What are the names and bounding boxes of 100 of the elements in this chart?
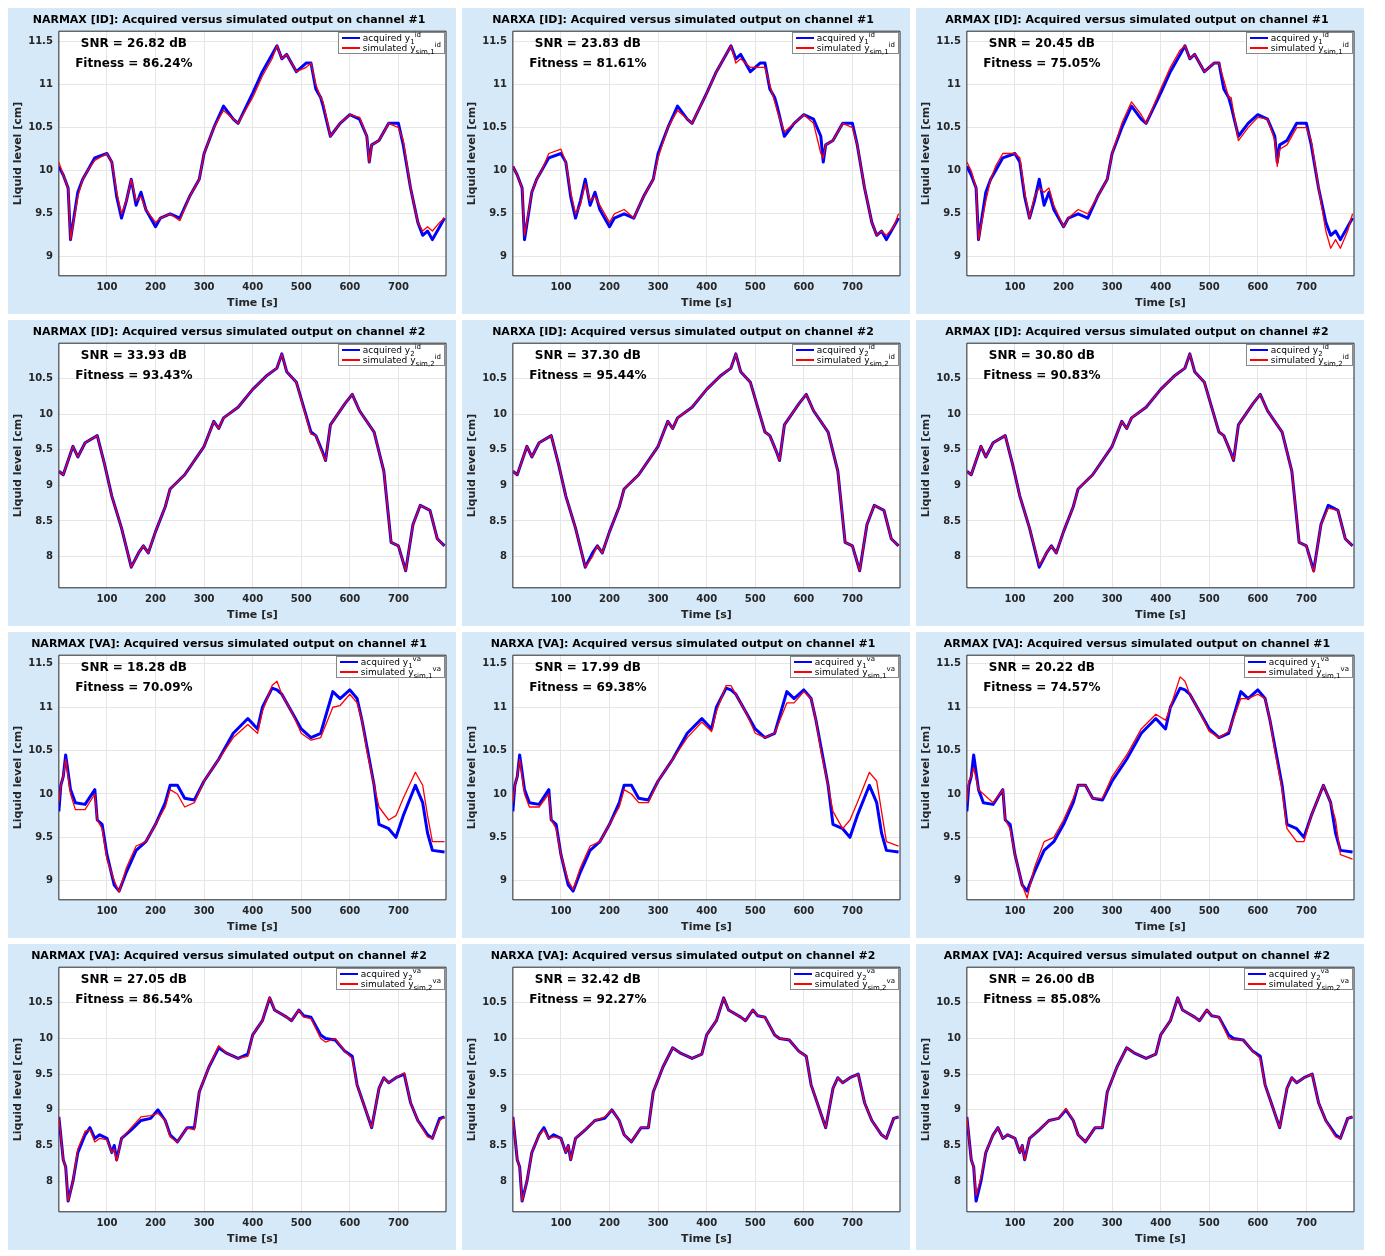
y-tick-label: 8 — [953, 550, 961, 562]
x-tick-label: 300 — [193, 281, 215, 293]
x-axis-title: Time [s] — [681, 920, 732, 934]
chart-title: NARMAX [ID]: Acquired versus simulated output on channel #1 — [32, 13, 426, 27]
x-axis-title: Time [s] — [681, 296, 732, 310]
y-axis-title: Liquid level [cm] — [11, 1037, 25, 1142]
annotation: Fitness = 74.57% — [983, 680, 1101, 695]
x-axis-title: Time [s] — [1135, 920, 1186, 934]
y-axis-title: Liquid level [cm] — [465, 1037, 479, 1142]
x-tick-label: 100 — [96, 1217, 118, 1229]
chart-title: ARMAX [ID]: Acquired versus simulated output on channel #2 — [945, 325, 1329, 339]
x-tick-label: 500 — [744, 905, 766, 917]
y-tick-label: 8 — [499, 550, 507, 562]
x-tick-label: 300 — [647, 1217, 669, 1229]
y-tick-label: 9 — [45, 250, 53, 262]
y-tick-label: 10 — [492, 787, 507, 799]
x-tick-label: 200 — [1053, 905, 1075, 917]
annotation: Fitness = 93.43% — [75, 368, 193, 383]
x-tick-label: 500 — [1198, 281, 1220, 293]
y-tick-label: 9.5 — [489, 207, 507, 219]
x-tick-label: 400 — [696, 905, 718, 917]
y-tick-label: 9 — [45, 479, 53, 490]
y-tick-label: 10.5 — [936, 744, 961, 756]
y-tick-label: 10 — [38, 1032, 53, 1044]
x-tick-label: 500 — [290, 281, 312, 293]
x-tick-label: 300 — [1101, 1217, 1123, 1229]
y-tick-label: 11 — [946, 700, 961, 712]
y-tick-label: 8 — [45, 1174, 53, 1186]
x-tick-label: 100 — [550, 905, 572, 917]
annotation: Fitness = 95.44% — [529, 368, 647, 383]
x-tick-label: 400 — [242, 593, 264, 605]
x-axis-title: Time [s] — [227, 296, 278, 310]
x-tick-label: 200 — [145, 905, 167, 917]
x-tick-label: 500 — [290, 1217, 312, 1229]
y-tick-label: 10 — [492, 164, 507, 176]
x-tick-label: 600 — [793, 1217, 815, 1229]
annotation: SNR = 18.28 dB — [80, 660, 187, 675]
y-axis-title: Liquid level [cm] — [919, 725, 933, 830]
x-tick-label: 400 — [1150, 1217, 1172, 1229]
chart-title: ARMAX [VA]: Acquired versus simulated output on channel #1 — [943, 637, 1331, 651]
y-tick-label: 9 — [953, 1103, 961, 1115]
annotation: SNR = 20.22 dB — [988, 660, 1095, 675]
y-tick-label: 9.5 — [943, 207, 961, 219]
y-tick-label: 9.5 — [35, 207, 53, 219]
y-tick-label: 10 — [38, 407, 53, 419]
x-tick-label: 500 — [744, 593, 766, 605]
x-tick-label: 200 — [1053, 281, 1075, 293]
x-tick-label: 700 — [841, 1217, 863, 1229]
y-tick-label: 9.5 — [489, 830, 507, 842]
x-tick-label: 600 — [1247, 593, 1269, 605]
x-axis-title: Time [s] — [681, 1232, 732, 1246]
y-tick-label: 9 — [45, 1103, 53, 1115]
y-tick-label: 9 — [953, 250, 961, 262]
x-tick-label: 100 — [550, 593, 572, 605]
x-tick-label: 200 — [599, 1217, 621, 1229]
x-tick-label: 300 — [1101, 593, 1123, 605]
x-tick-label: 400 — [242, 281, 264, 293]
x-tick-label: 300 — [1101, 281, 1123, 293]
annotation: Fitness = 70.09% — [75, 680, 193, 695]
x-tick-label: 400 — [696, 593, 718, 605]
y-tick-label: 9 — [953, 479, 961, 490]
x-tick-label: 100 — [96, 593, 118, 605]
y-tick-label: 9 — [953, 874, 961, 886]
x-tick-label: 400 — [242, 1217, 264, 1229]
x-tick-label: 100 — [1004, 905, 1026, 917]
x-tick-label: 700 — [1295, 593, 1317, 605]
x-tick-label: 700 — [387, 905, 409, 917]
chart-title: NARMAX [VA]: Acquired versus simulated output on channel #1 — [31, 637, 427, 651]
x-tick-label: 400 — [1150, 593, 1172, 605]
annotation: SNR = 32.42 dB — [534, 972, 641, 987]
annotation: Fitness = 86.54% — [75, 992, 193, 1007]
annotation: Fitness = 92.27% — [529, 992, 647, 1007]
x-tick-label: 500 — [744, 281, 766, 293]
x-tick-label: 500 — [290, 593, 312, 605]
y-tick-label: 9.5 — [943, 830, 961, 842]
y-tick-label: 9 — [499, 1103, 507, 1115]
annotation: Fitness = 90.83% — [983, 368, 1101, 383]
x-tick-label: 500 — [744, 1217, 766, 1229]
x-tick-label: 200 — [145, 281, 167, 293]
x-tick-label: 200 — [145, 1217, 167, 1229]
y-tick-label: 9 — [499, 479, 507, 490]
y-tick-label: 10.5 — [482, 996, 507, 1008]
x-tick-label: 300 — [193, 1217, 215, 1229]
x-tick-label: 600 — [1247, 1217, 1269, 1229]
x-tick-label: 500 — [290, 905, 312, 917]
x-tick-label: 400 — [1150, 905, 1172, 917]
y-tick-label: 11 — [38, 78, 53, 90]
x-axis-title: Time [s] — [1135, 296, 1186, 310]
chart-title: NARMAX [ID]: Acquired versus simulated output on channel #2 — [32, 325, 426, 339]
y-axis-title: Liquid level [cm] — [11, 413, 25, 518]
y-tick-label: 10.5 — [936, 121, 961, 133]
y-tick-label: 10.5 — [28, 121, 53, 133]
y-tick-label: 10 — [946, 407, 961, 419]
x-tick-label: 200 — [1053, 593, 1075, 605]
y-tick-label: 8.5 — [489, 514, 507, 526]
x-tick-label: 200 — [145, 593, 167, 605]
x-tick-label: 300 — [647, 281, 669, 293]
y-tick-label: 8.5 — [489, 1139, 507, 1151]
x-tick-label: 300 — [1101, 905, 1123, 917]
x-tick-label: 600 — [793, 281, 815, 293]
